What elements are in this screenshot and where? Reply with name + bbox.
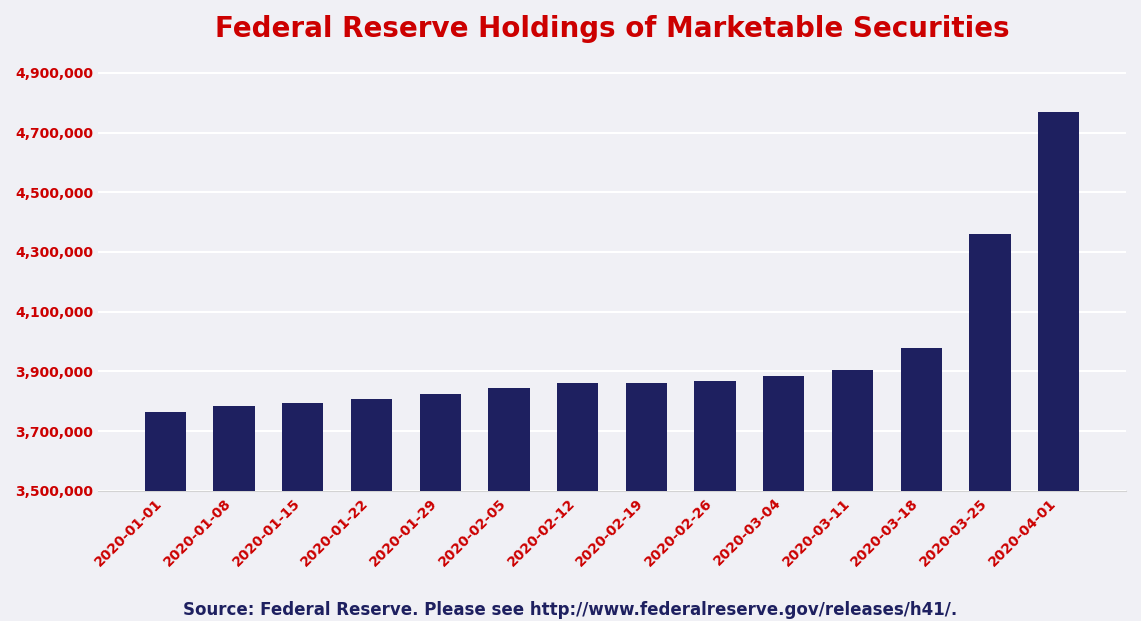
Bar [488, 388, 529, 491]
Title: Federal Reserve Holdings of Marketable Securities: Federal Reserve Holdings of Marketable S… [215, 15, 1010, 43]
Bar [832, 370, 873, 491]
Bar [900, 348, 941, 491]
Bar [695, 381, 736, 491]
Bar [145, 412, 186, 491]
Bar [557, 383, 598, 491]
Text: Source: Federal Reserve. Please see http://www.federalreserve.gov/releases/h41/.: Source: Federal Reserve. Please see http… [184, 601, 957, 619]
Bar [282, 404, 323, 491]
Bar [351, 399, 393, 491]
Bar [970, 234, 1011, 491]
Bar [213, 406, 254, 491]
Bar [763, 376, 804, 491]
Bar [1038, 112, 1079, 491]
Bar [625, 383, 667, 491]
Bar [420, 394, 461, 491]
